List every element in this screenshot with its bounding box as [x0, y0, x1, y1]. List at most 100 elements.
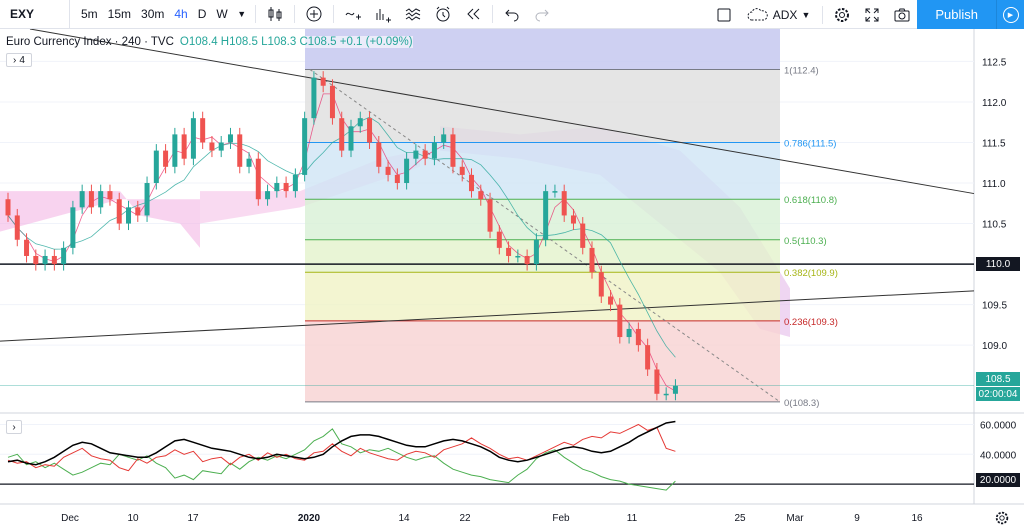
divider [332, 5, 334, 23]
price-tick-label: 111.0 [982, 179, 1006, 190]
candle-body [431, 142, 437, 159]
candle-body [70, 207, 76, 248]
candle-body [126, 207, 132, 224]
ichimoku-cloud [0, 191, 200, 248]
indicators-icon[interactable] [368, 0, 398, 29]
cloud-icon [747, 7, 768, 20]
candle-body [404, 158, 410, 184]
chevron-down-icon: ▼ [801, 9, 811, 20]
candle-body [478, 191, 484, 200]
interval-4h[interactable]: 4h [174, 7, 188, 21]
candle-body [98, 191, 104, 208]
fib-level-label: 0.5(110.3) [784, 236, 827, 247]
trend-line-lower [0, 290, 975, 342]
interval-d[interactable]: D [197, 7, 207, 21]
fib-level-label: 0.236(109.3) [784, 317, 838, 328]
publish-dropdown-button[interactable]: ▶ [996, 0, 1024, 29]
fib-level-label: 0.786(111.5) [784, 138, 836, 149]
settings-gear-icon[interactable] [827, 0, 857, 29]
candle-body [524, 255, 530, 265]
candle-body [459, 166, 465, 175]
candle-body [385, 166, 391, 175]
fib-level-label: 0(108.3) [784, 398, 819, 409]
candle-body [227, 134, 233, 143]
fib-level-label: 0.382(109.9) [784, 268, 838, 279]
candle-body [107, 191, 113, 200]
candle-body [116, 199, 122, 224]
candle-body [33, 255, 39, 265]
compare-icon[interactable] [338, 0, 368, 29]
chevron-right-icon: › [13, 54, 17, 66]
legend-title: Euro Currency Index · 240 · TVC [6, 36, 174, 48]
level-price-tag: 110.0 [976, 257, 1020, 271]
interval-30m[interactable]: 30m [141, 7, 165, 21]
candles-icon[interactable] [260, 0, 290, 29]
candle-body [496, 231, 502, 248]
replay-icon[interactable] [458, 0, 488, 29]
time-tick-label: 22 [459, 513, 471, 524]
chart-canvas[interactable]: 1(112.4) 0.786(111.5) 0.618(110.8) 0.5(110.… [0, 29, 1024, 530]
candle-body [413, 150, 419, 159]
candle-body [608, 296, 614, 305]
candle-body [144, 183, 150, 216]
price-tick-label: 112.0 [982, 98, 1007, 109]
undo-icon[interactable] [497, 0, 527, 29]
time-tick-label: 9 [854, 513, 860, 524]
candle-body [237, 134, 243, 167]
adx-collapse-button[interactable]: › [6, 420, 22, 434]
candle-body [246, 158, 252, 167]
candle-body [552, 191, 558, 193]
candle-body [543, 191, 549, 240]
candle-body [274, 183, 280, 192]
chevron-down-icon[interactable]: ▼ [237, 9, 247, 19]
indicator-selector[interactable]: ADX ▼ [739, 8, 819, 22]
time-tick-label: 25 [734, 513, 746, 524]
alert-clock-icon[interactable] [428, 0, 458, 29]
plus-circle-icon[interactable] [299, 0, 329, 29]
camera-icon[interactable] [887, 0, 917, 29]
price-axis-bg [974, 29, 1024, 530]
symbol-search[interactable]: EXY [0, 0, 70, 29]
price-tick-label: 109.5 [982, 301, 1007, 312]
interval-5m[interactable]: 5m [81, 7, 98, 21]
indicators-collapse-button[interactable]: › 4 [6, 53, 32, 67]
redo-icon[interactable] [527, 0, 557, 29]
candle-body [357, 118, 363, 127]
candle-body [135, 207, 141, 216]
fib-extension-zone [305, 29, 780, 70]
candle-body [441, 134, 447, 143]
publish-button[interactable]: Publish [917, 0, 996, 29]
candle-body [617, 304, 623, 338]
candle-body [367, 118, 373, 143]
candle-body [645, 345, 651, 370]
candle-body [329, 85, 335, 119]
layout-square-icon[interactable] [709, 0, 739, 29]
interval-15m[interactable]: 15m [107, 7, 132, 21]
candle-body [255, 158, 261, 200]
time-tick-label: 17 [187, 513, 199, 524]
candle-body [51, 255, 57, 265]
time-tick-label: 2020 [298, 513, 321, 524]
candle-body [79, 191, 85, 208]
divider [293, 5, 295, 23]
time-tick-label: 16 [911, 513, 923, 524]
candle-body [283, 183, 289, 192]
trend-line-upper [29, 29, 975, 195]
candle-body [506, 247, 512, 256]
templates-icon[interactable] [398, 0, 428, 29]
time-tick-label: 10 [127, 513, 139, 524]
interval-w[interactable]: W [216, 7, 228, 21]
candle-body [422, 150, 428, 159]
time-tick-label: 14 [398, 513, 410, 524]
adx-tick-label: 40.0000 [980, 450, 1017, 461]
fullscreen-icon[interactable] [857, 0, 887, 29]
candle-body [320, 77, 326, 86]
divider [491, 5, 493, 23]
divider [822, 5, 824, 24]
settings-gear-icon[interactable] [994, 510, 1010, 526]
fib-zone [305, 199, 780, 240]
candle-body [311, 77, 317, 119]
candle-body [181, 134, 187, 159]
price-tick-label: 111.5 [982, 138, 1006, 149]
candle-body [580, 223, 586, 248]
